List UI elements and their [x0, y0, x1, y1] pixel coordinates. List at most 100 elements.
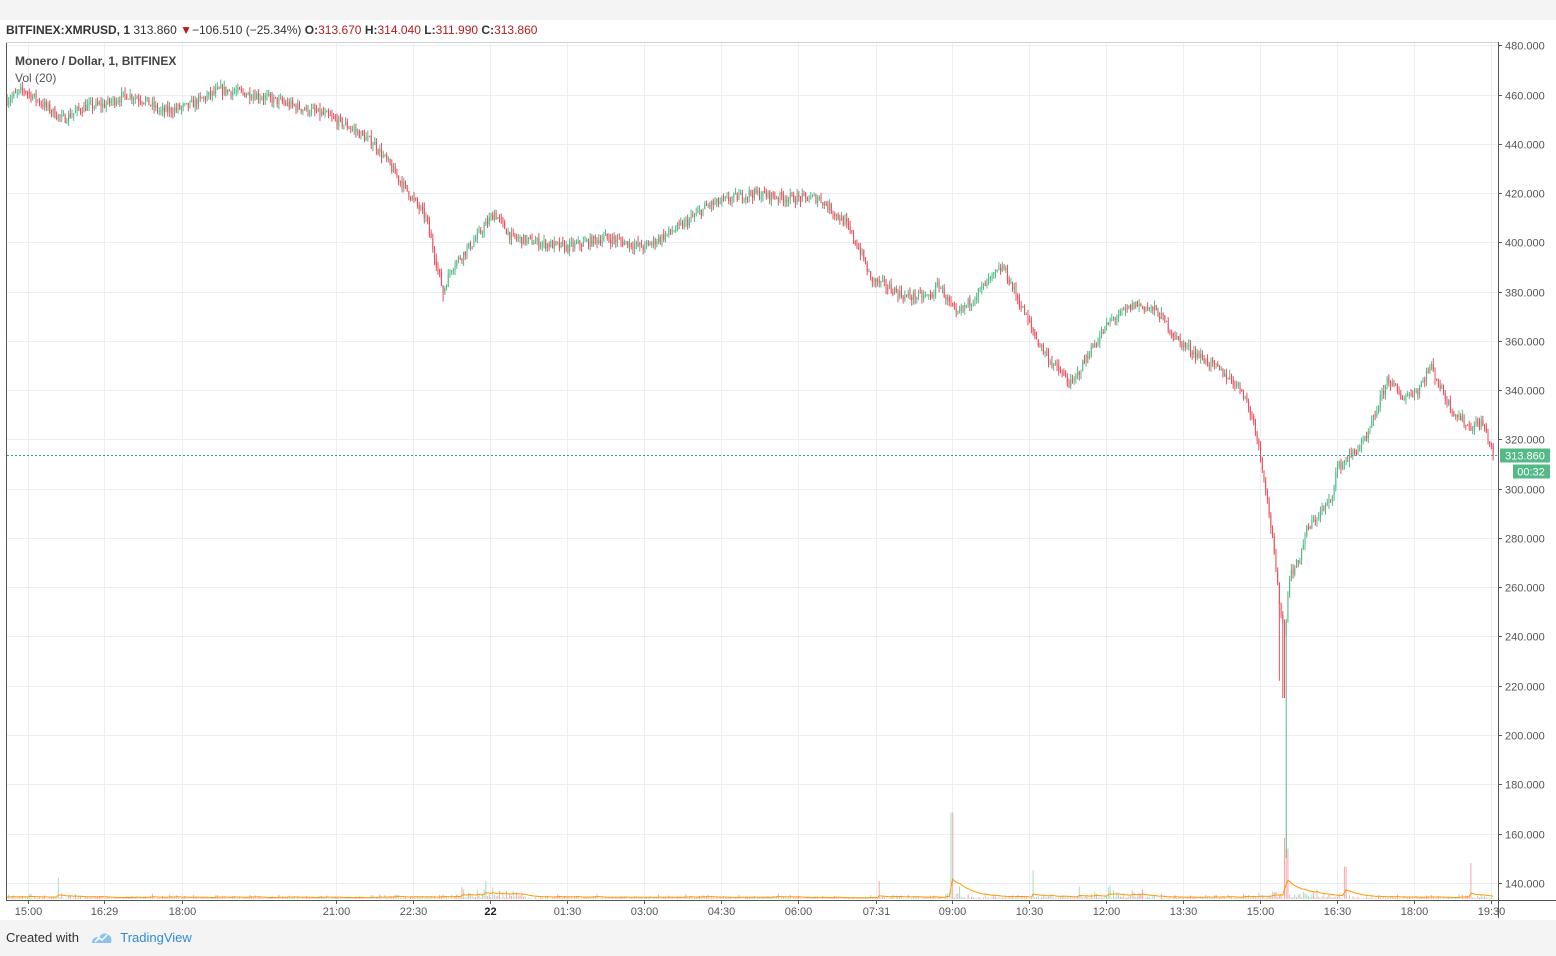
candle-body — [1008, 280, 1010, 284]
time-tick-label: 13:30 — [1170, 906, 1198, 918]
candle-body — [1089, 356, 1091, 359]
candle-body — [524, 235, 526, 243]
candle-body — [1155, 306, 1157, 310]
time-axis[interactable]: 15:00 16:29 18:00 21:00 22:30 22 01:30 03:00 04:… — [15, 900, 1506, 918]
candle-body — [1234, 384, 1236, 387]
candle-body — [625, 241, 627, 243]
candle-body — [979, 288, 981, 290]
candle-body — [502, 219, 504, 222]
candle-body — [955, 308, 957, 312]
candle-body — [1337, 466, 1339, 473]
candle-body — [772, 192, 774, 197]
candle-body — [948, 297, 950, 302]
candle-body — [788, 198, 790, 202]
high-label: H: — [364, 23, 378, 37]
candle-body — [198, 96, 200, 106]
candle-body — [348, 127, 350, 129]
candle-body — [1266, 491, 1268, 499]
candle-body — [1484, 425, 1486, 428]
candle-body — [1075, 374, 1077, 379]
time-tick-label: 16:29 — [91, 906, 119, 918]
price-change: −106.510 (−25.34%) — [191, 23, 302, 37]
candle-body — [567, 244, 569, 252]
candle-body — [1061, 373, 1063, 374]
candle-body — [1138, 304, 1140, 307]
symbol-name[interactable]: BITFINEX:XMRUSD, 1 — [6, 23, 131, 37]
close-value: 313.860 — [494, 23, 538, 37]
candle-body — [21, 87, 23, 91]
candle-body — [774, 196, 776, 199]
candle-body — [950, 301, 952, 304]
candle-body — [748, 190, 750, 197]
candle-body — [1224, 373, 1226, 377]
candle-body — [1003, 266, 1005, 270]
series-title[interactable]: Monero / Dollar, 1, BITFINEX — [15, 54, 177, 68]
price-chart[interactable]: 140.000 160.000 180.000 200.000 220.000 240.0… — [0, 0, 1556, 925]
candle-body — [88, 102, 90, 105]
candle-body — [162, 107, 164, 111]
candle-body — [362, 131, 364, 135]
candle-body — [1176, 336, 1178, 339]
candle-body — [1053, 364, 1055, 366]
candle-body — [858, 248, 860, 250]
candle-body — [124, 91, 126, 95]
candle-body — [659, 237, 661, 242]
candle-body — [709, 204, 711, 207]
tradingview-link[interactable]: TradingView — [120, 930, 192, 945]
candle-body — [156, 105, 158, 111]
candle-body — [191, 100, 193, 102]
volume-ma-line — [6, 877, 1494, 899]
candle-body — [47, 103, 49, 107]
candle-body — [90, 101, 92, 103]
candle-body — [1225, 373, 1227, 379]
candle-body — [1449, 399, 1451, 412]
candle-body — [1207, 358, 1209, 365]
candle-body — [456, 260, 458, 267]
candle-body — [163, 107, 165, 112]
candle-body — [107, 98, 109, 104]
candle-body — [1087, 355, 1089, 359]
candle-body — [1444, 394, 1446, 400]
candle-body — [1203, 358, 1205, 363]
candle-body — [1010, 282, 1012, 284]
price-axis[interactable]: 140.000 160.000 180.000 200.000 220.000 240.0… — [1498, 41, 1545, 891]
candle-body — [40, 103, 42, 105]
candle-body — [606, 233, 608, 238]
candle-body — [1413, 391, 1415, 397]
candle-body — [389, 158, 391, 165]
candle-body — [28, 93, 30, 94]
candle-body — [929, 294, 931, 296]
candle-body — [363, 134, 365, 141]
candle-body — [1177, 336, 1179, 339]
candle-body — [1013, 287, 1015, 290]
candle-body — [244, 92, 246, 97]
candle-body — [1400, 393, 1402, 400]
candle-body — [227, 90, 229, 94]
candle-body — [676, 223, 678, 230]
candle-body — [298, 103, 300, 110]
candle-body — [446, 286, 448, 289]
candle-body — [372, 145, 374, 147]
candle-body — [377, 150, 379, 153]
tradingview-logo-icon[interactable] — [91, 931, 113, 948]
candle-body — [305, 106, 307, 110]
candle-body — [485, 221, 487, 226]
grid — [7, 43, 1497, 900]
candle-body — [293, 104, 295, 106]
candle-body — [627, 241, 629, 248]
volume-study-label[interactable]: Vol (20) — [15, 71, 57, 85]
candle-body — [194, 99, 196, 108]
candle-body — [847, 222, 849, 226]
candle-body — [220, 85, 222, 89]
candle-body — [1439, 384, 1441, 389]
candle-body — [1244, 397, 1246, 399]
candle-body — [85, 104, 87, 111]
candle-body — [121, 92, 123, 102]
candle-body — [401, 181, 403, 189]
candle-body — [1150, 306, 1152, 308]
candle-body — [505, 228, 507, 235]
candle-body — [1472, 429, 1474, 431]
candle-body — [890, 284, 892, 292]
candle-body — [1006, 268, 1008, 281]
candle-body — [1205, 358, 1207, 363]
